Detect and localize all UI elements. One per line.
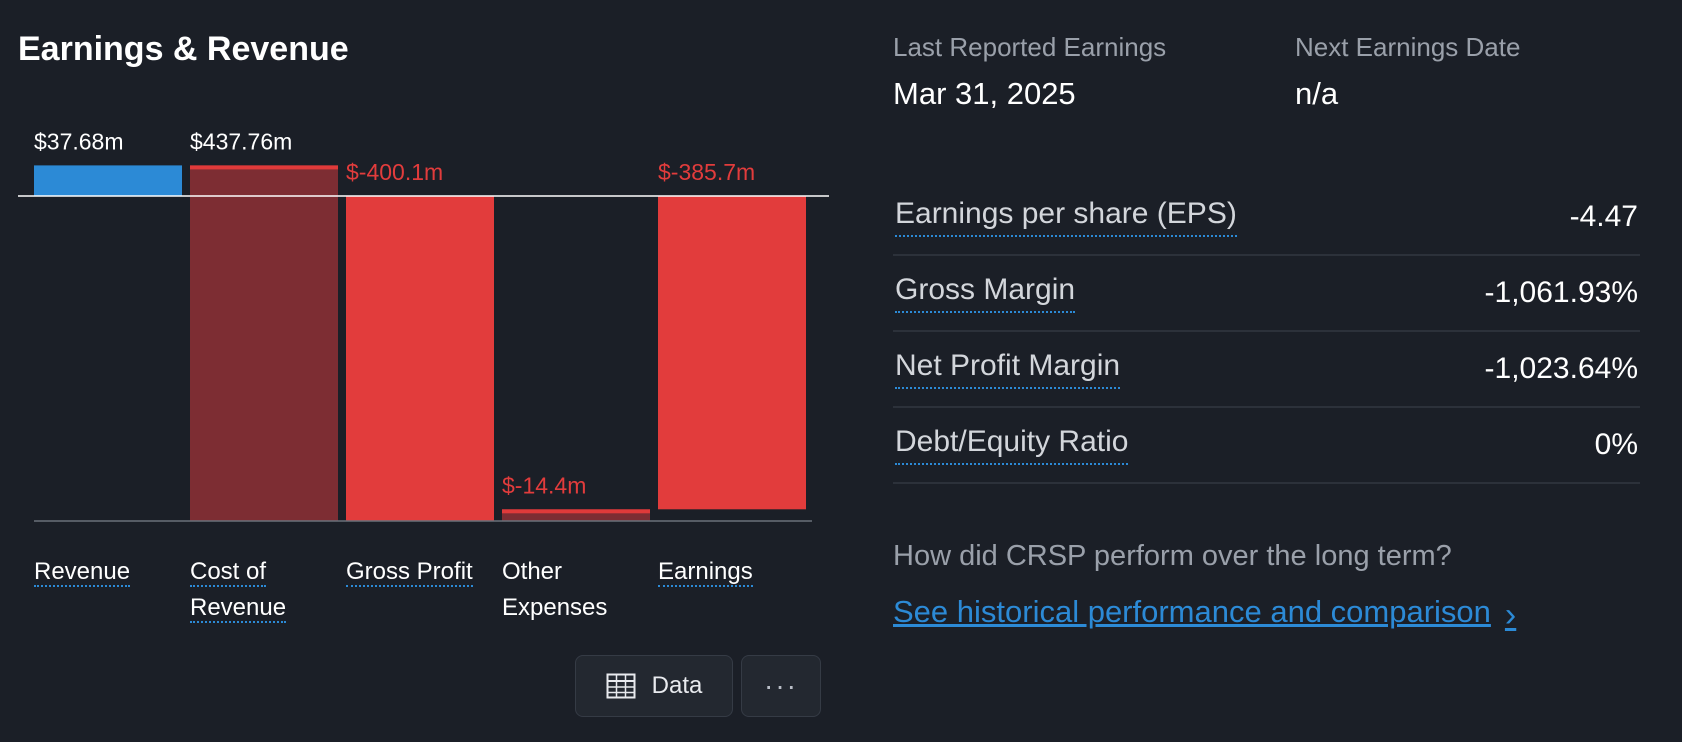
more-icon: ··· <box>764 670 798 701</box>
next-earnings-date-value: n/a <box>1295 76 1339 111</box>
category-label-gross-profit[interactable]: Gross Profit <box>346 554 496 590</box>
category-label-cost-of-revenue[interactable]: Cost of Revenue <box>190 554 340 626</box>
last-reported-earnings-label: Last Reported Earnings <box>893 32 1167 62</box>
data-button[interactable]: Data <box>575 655 733 717</box>
table-icon <box>606 673 636 699</box>
stat-row-debt-equity: Debt/Equity Ratio 0% <box>893 408 1640 484</box>
debt-equity-value: 0% <box>1594 428 1638 461</box>
earnings-revenue-chart: $37.68m $437.76m $-400.1m $-14.4m $-385.7m <box>18 128 829 522</box>
page-title: Earnings & Revenue <box>18 30 349 68</box>
category-label-line: Expenses <box>502 594 608 621</box>
category-label-earnings[interactable]: Earnings <box>658 554 808 590</box>
gross-margin-value: -1,061.93% <box>1484 276 1638 309</box>
data-button-label: Data <box>651 672 703 699</box>
data-label-cost-of-revenue: $437.76m <box>190 128 292 154</box>
category-label-line: Gross Profit <box>346 558 473 587</box>
category-label-line: Other <box>502 558 563 585</box>
stat-row-net-profit-margin: Net Profit Margin -1,023.64% <box>893 332 1640 408</box>
gross-margin-label[interactable]: Gross Margin <box>895 273 1076 313</box>
long-term-question: How did CRSP perform over the long term? <box>893 540 1452 572</box>
category-label-line: Earnings <box>658 558 753 587</box>
eps-label[interactable]: Earnings per share (EPS) <box>895 197 1237 237</box>
data-label-gross-profit: $-400.1m <box>346 159 443 185</box>
eps-value: -4.47 <box>1569 200 1638 233</box>
stats-list: Earnings per share (EPS) -4.47 Gross Mar… <box>893 180 1640 484</box>
bar-other-expenses <box>502 509 650 521</box>
bar-cost-of-revenue <box>190 165 338 521</box>
category-label-line: Revenue <box>190 594 287 623</box>
debt-equity-label[interactable]: Debt/Equity Ratio <box>895 425 1129 465</box>
category-label-line: Revenue <box>34 558 131 587</box>
historical-performance-link-label[interactable]: See historical performance and compariso… <box>893 593 1491 629</box>
category-label-revenue[interactable]: Revenue <box>34 554 184 590</box>
bar-revenue <box>34 165 182 196</box>
next-earnings-date-label: Next Earnings Date <box>1295 32 1521 62</box>
stat-row-eps: Earnings per share (EPS) -4.47 <box>893 180 1640 256</box>
data-label-other-expenses: $-14.4m <box>502 472 586 498</box>
last-reported-earnings-value: Mar 31, 2025 <box>893 76 1076 111</box>
historical-performance-link[interactable]: See historical performance and compariso… <box>893 588 1516 635</box>
chevron-right-icon: › <box>1504 596 1517 634</box>
more-options-button[interactable]: ··· <box>741 655 821 717</box>
bar-earnings <box>658 196 806 510</box>
stat-row-gross-margin: Gross Margin -1,061.93% <box>893 256 1640 332</box>
net-profit-margin-value: -1,023.64% <box>1484 352 1638 385</box>
category-label-other-expenses: Other Expenses <box>502 554 652 626</box>
bar-cost-of-revenue-edge <box>190 165 338 170</box>
bar-other-expenses-edge <box>502 509 650 514</box>
category-label-line: Cost of <box>190 558 267 587</box>
net-profit-margin-label[interactable]: Net Profit Margin <box>895 349 1121 389</box>
data-label-earnings: $-385.7m <box>658 159 755 185</box>
bar-gross-profit <box>346 196 494 521</box>
data-label-revenue: $37.68m <box>34 128 124 154</box>
